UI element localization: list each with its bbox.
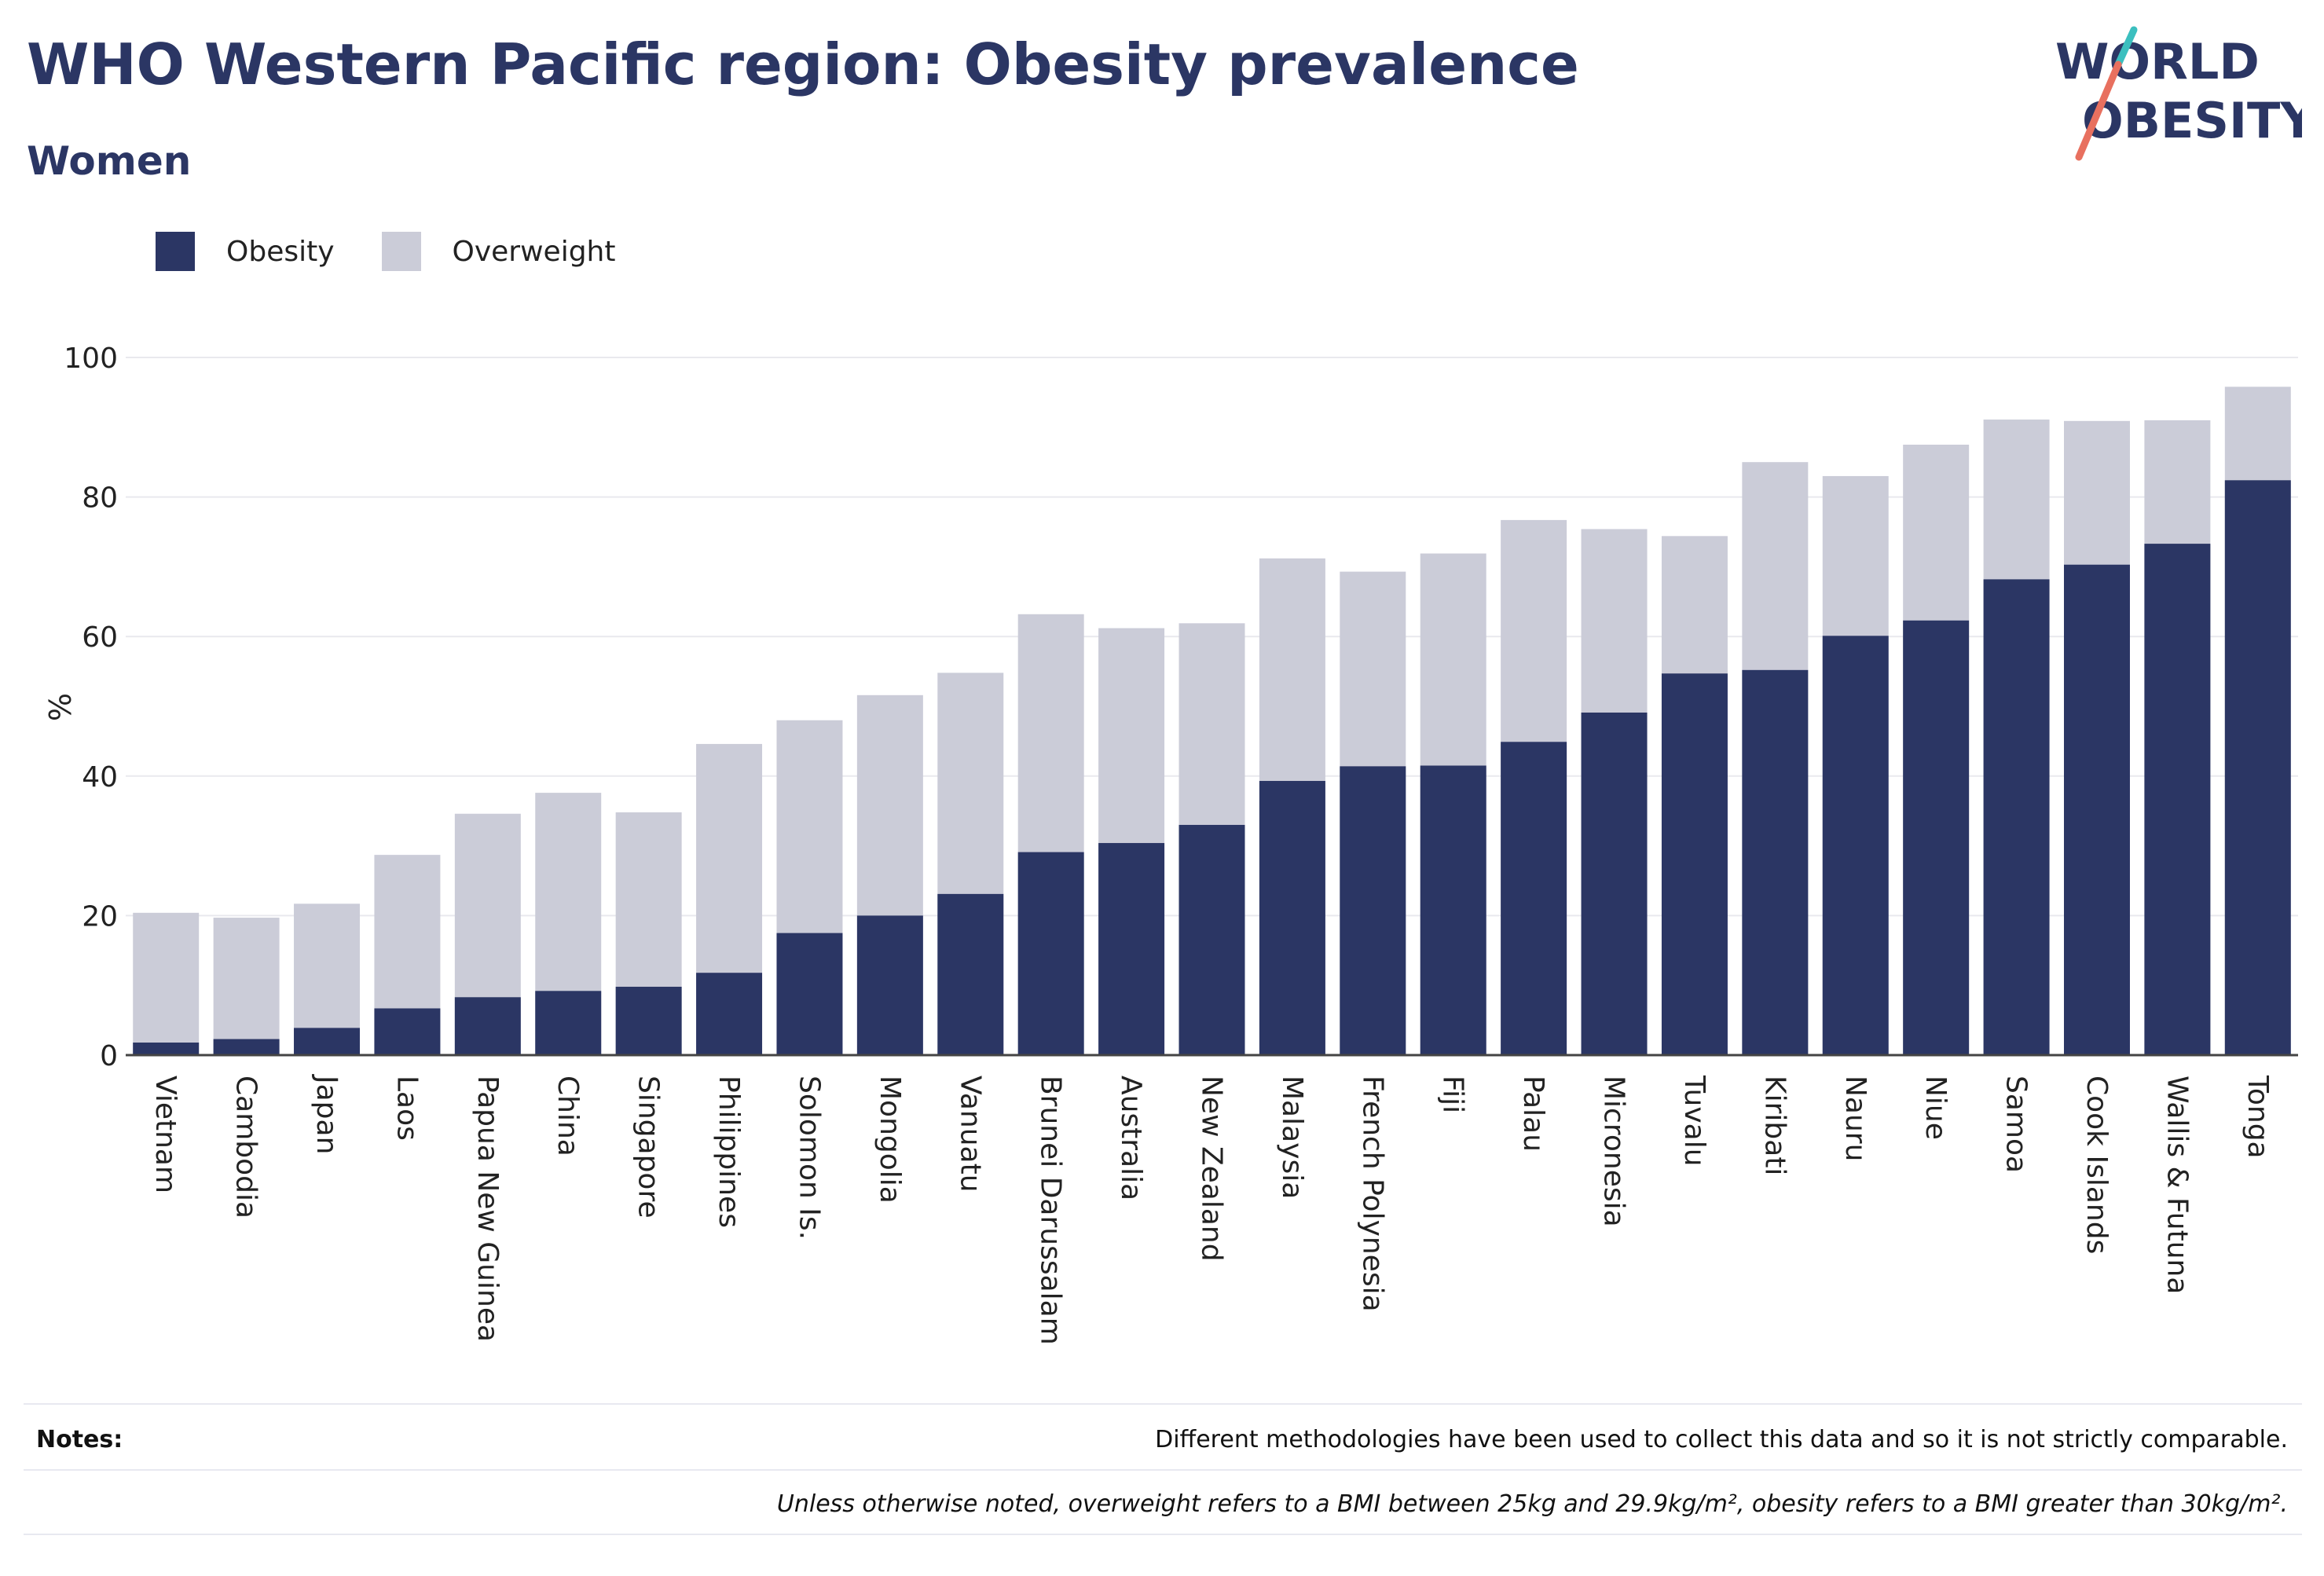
x-tick-label: Nauru (1839, 1076, 1871, 1161)
y-tick-label: 60 (82, 621, 118, 654)
y-axis-label: % (42, 693, 76, 721)
bar-obesity-3 (374, 1008, 441, 1055)
world-obesity-logo: WORLD OBESITY (2055, 26, 2302, 161)
bar-obesity-20 (1742, 669, 1809, 1055)
x-tick-label: Vanuatu (954, 1076, 986, 1193)
x-tick-label: Micronesia (1598, 1076, 1630, 1227)
notes-footnote: Unless otherwise noted, overweight refer… (776, 1490, 2288, 1518)
bar-obesity-5 (535, 991, 602, 1055)
notes-divider-bottom (24, 1534, 2302, 1535)
legend-swatch-obesity (156, 232, 195, 271)
x-tick-label: Papua New Guinea (471, 1076, 504, 1342)
bar-obesity-8 (776, 933, 843, 1055)
bar-obesity-19 (1661, 673, 1728, 1055)
logo-coral-stroke (2075, 60, 2122, 161)
x-tick-label: Palau (1517, 1076, 1549, 1152)
x-tick-label: Singapore (632, 1076, 665, 1219)
bar-obesity-13 (1178, 824, 1245, 1055)
bar-obesity-18 (1581, 712, 1648, 1055)
x-tick-label: Wallis & Futuna (2161, 1076, 2193, 1294)
bar-obesity-7 (696, 973, 763, 1055)
legend-label-obesity: Obesity (226, 235, 335, 268)
logo-line1: WORLD (2055, 33, 2260, 90)
x-tick-label: Fiji (1437, 1076, 1469, 1113)
legend-label-overweight: Overweight (452, 235, 616, 268)
chart-title: WHO Western Pacific region: Obesity prev… (27, 31, 1579, 97)
bar-obesity-12 (1098, 843, 1165, 1055)
notes-divider-top (24, 1403, 2302, 1405)
x-tick-label: Malaysia (1276, 1076, 1308, 1199)
bar-obesity-15 (1340, 766, 1406, 1055)
x-tick-label: Tonga (2242, 1075, 2274, 1159)
legend: Obesity Overweight (156, 232, 662, 271)
bar-obesity-2 (294, 1028, 361, 1055)
bar-obesity-10 (937, 893, 1004, 1055)
x-tick-label: Japan (310, 1074, 343, 1154)
x-tick-label: Solomon Is. (793, 1076, 825, 1240)
y-tick-label: 0 (100, 1040, 118, 1072)
bar-obesity-9 (856, 915, 923, 1055)
x-tick-label: China (552, 1076, 584, 1156)
legend-item-obesity[interactable]: Obesity (156, 232, 335, 271)
x-tick-label: Niue (1919, 1076, 1952, 1140)
x-tick-label: Mongolia (874, 1076, 906, 1204)
bar-obesity-17 (1501, 742, 1567, 1055)
x-tick-label: Vietnam (149, 1076, 181, 1193)
x-tick-label: Tuvalu (1678, 1075, 1710, 1167)
legend-swatch-overweight (381, 232, 421, 271)
x-tick-label: Brunei Darussalam (1035, 1076, 1067, 1345)
x-tick-label: Samoa (2000, 1076, 2033, 1173)
bar-overweight-0 (133, 912, 200, 1055)
y-tick-label: 40 (82, 761, 118, 793)
bar-obesity-4 (454, 997, 521, 1055)
x-tick-label: Kiribati (1758, 1076, 1791, 1175)
x-tick-label: New Zealand (1196, 1076, 1228, 1262)
x-tick-label: French Polynesia (1356, 1076, 1388, 1312)
x-tick-label: Philippines (713, 1076, 745, 1228)
bar-overweight-1 (213, 918, 280, 1055)
bar-obesity-21 (1822, 636, 1889, 1055)
y-tick-label: 80 (82, 482, 118, 515)
bar-obesity-22 (1903, 620, 1970, 1055)
notes-text: Different methodologies have been used t… (1155, 1426, 2288, 1453)
bar-obesity-11 (1017, 852, 1084, 1055)
x-tick-label: Laos (390, 1076, 423, 1141)
bar-obesity-14 (1259, 781, 1325, 1055)
bar-chart: 0 20 40 60 80 100% Vietnam Cambodia Japan Laos Pap… (42, 343, 2298, 1345)
y-tick-label: 100 (64, 343, 118, 375)
x-tick-label: Cook Islands (2080, 1076, 2113, 1254)
notes-divider-mid (24, 1469, 2302, 1471)
bar-obesity-6 (615, 986, 682, 1055)
notes-label: Notes: (36, 1426, 123, 1453)
x-tick-label: Australia (1115, 1076, 1147, 1200)
logo-line2: OBESITY (2082, 92, 2302, 149)
bar-obesity-25 (2144, 544, 2211, 1055)
bar-obesity-16 (1420, 765, 1486, 1055)
bar-obesity-23 (1983, 579, 2050, 1055)
logo-teal-stroke (2114, 26, 2138, 68)
x-tick-label: Cambodia (230, 1076, 262, 1219)
y-tick-label: 20 (82, 900, 118, 933)
bar-obesity-24 (2063, 564, 2130, 1055)
bar-obesity-26 (2224, 480, 2291, 1055)
bar-obesity-1 (213, 1039, 280, 1055)
legend-item-overweight[interactable]: Overweight (381, 232, 616, 271)
chart-subtitle: Women (27, 138, 192, 184)
bar-obesity-0 (133, 1043, 200, 1055)
